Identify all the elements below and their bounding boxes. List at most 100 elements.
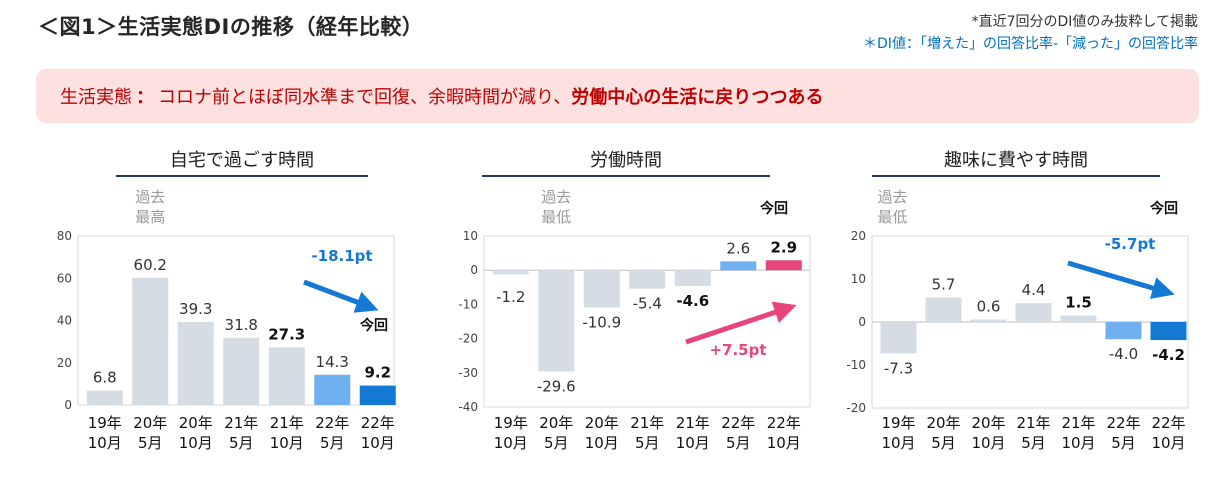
y-tick-label: -20 (846, 401, 866, 415)
note-excerpt: *直近7回分のDI値のみ抜粋して掲載 (971, 14, 1198, 30)
category-label: 21年 (630, 414, 664, 432)
trend-label: +7.5pt (709, 341, 766, 359)
record-annotation: 過去 (135, 188, 165, 206)
value-label: 27.3 (268, 325, 305, 343)
chart-title-rule (482, 175, 770, 177)
bar (583, 270, 620, 308)
bar (132, 277, 169, 405)
y-tick-label: 40 (57, 314, 72, 328)
y-tick-label: -20 (458, 332, 478, 346)
value-label: 31.8 (225, 316, 258, 334)
category-label: 10月 (494, 434, 528, 452)
bar (880, 322, 917, 354)
banner-emphasis: 労働中心の生活に戻りつつある (571, 87, 824, 108)
figure-title: ＜図1＞生活実態DIの推移（経年比較） (38, 15, 424, 39)
category-label: 5月 (229, 434, 254, 452)
summary-banner: 生活実態 ： コロナ前とほぼ同水準まで回復、余暇時間が減り、 労働中心の生活に戻… (36, 69, 1199, 123)
bar (765, 260, 802, 271)
value-label: 4.4 (1022, 281, 1046, 299)
bar (177, 321, 214, 405)
category-label: 22年 (767, 414, 801, 432)
category-label: 5月 (931, 434, 956, 452)
category-label: 10月 (361, 434, 395, 452)
note-di-definition: ＊DI値：「増えた」の回答比率-「減った」の回答比率 (863, 36, 1198, 52)
category-label: 5月 (1021, 434, 1046, 452)
category-label: 19年 (88, 414, 122, 432)
value-label: -7.3 (884, 359, 913, 377)
bar (223, 337, 260, 405)
bar (1150, 322, 1187, 341)
category-label: 21年 (224, 414, 258, 432)
value-label: -4.6 (676, 292, 709, 310)
banner-lead: 生活実態 (60, 87, 132, 108)
value-label: 9.2 (364, 364, 391, 382)
y-tick-label: 80 (57, 229, 72, 243)
bar (1015, 303, 1052, 322)
bar (1060, 315, 1097, 322)
category-label: 20年 (133, 414, 167, 432)
value-label: 5.7 (932, 275, 956, 293)
value-label: 2.9 (770, 238, 797, 256)
current-label: 今回 (359, 317, 388, 334)
category-label: 10月 (585, 434, 619, 452)
category-label: 10月 (179, 434, 213, 452)
value-label: 2.6 (726, 239, 750, 257)
category-label: 10月 (971, 434, 1005, 452)
record-annotation: 最低 (877, 208, 907, 226)
y-tick-label: 0 (470, 263, 478, 277)
category-label: 22年 (315, 414, 349, 432)
bar-chart-home-time: 0 20 40 60 80 6.8 19年 10月 60.2 20年 5月 39.3 20年 10月 31.… (57, 188, 396, 452)
trend-arrow (685, 301, 797, 345)
bar-chart-work-time: 10 0 -10 -20 -30 -40 -1.2 19年 10月 -29.6 20年 5月 -10.9… (458, 188, 811, 452)
y-tick-label: -30 (458, 366, 478, 380)
y-tick-label: 0 (858, 315, 866, 329)
value-label: 1.5 (1065, 294, 1092, 312)
category-label: 21年 (1061, 414, 1095, 432)
record-annotation: 最低 (541, 208, 571, 226)
chart-panel-work-time: 労働時間 10 0 -10 -20 -30 -40 -1.2 19年 10月 -29.6 20年 5月… (438, 140, 811, 470)
category-label: 10月 (767, 434, 801, 452)
banner-text: コロナ前とほぼ同水準まで回復、余暇時間が減り、 (158, 87, 572, 108)
category-label: 10月 (270, 434, 304, 452)
category-label: 20年 (179, 414, 213, 432)
value-label: -1.2 (496, 288, 525, 306)
bar (268, 347, 305, 405)
chart-panel-home-time: 自宅で過ごす時間 0 20 40 60 80 6.8 19年 10月 60.2 20年 5月 39.3… (36, 140, 396, 470)
bar (314, 374, 351, 405)
y-tick-label: 20 (851, 229, 866, 243)
bar (359, 385, 396, 405)
y-tick-label: -10 (458, 297, 478, 311)
bar-chart-hobby-time: 20 10 0 -10 -20 -7.3 19年 10月 5.7 20年 5月 0.6 20年 10月 4.… (846, 188, 1189, 452)
category-label: 5月 (320, 434, 345, 452)
category-label: 19年 (494, 414, 528, 432)
value-label: 14.3 (316, 353, 349, 371)
y-tick-label: 0 (64, 398, 72, 412)
trend-arrow (1067, 260, 1175, 299)
y-tick-label: 10 (463, 229, 478, 243)
bar (720, 261, 757, 271)
chart-title-rule (872, 175, 1160, 177)
category-label: 19年 (881, 414, 915, 432)
value-label: -5.4 (633, 295, 662, 313)
category-label: 21年 (676, 414, 710, 432)
chart-title: 労働時間 (590, 150, 662, 171)
category-label: 10月 (676, 434, 710, 452)
current-label: 今回 (759, 200, 788, 217)
category-label: 5月 (544, 434, 569, 452)
bar (538, 270, 575, 372)
category-label: 5月 (726, 434, 751, 452)
trend-label: -5.7pt (1105, 235, 1156, 253)
y-tick-label: -40 (458, 400, 478, 414)
category-label: 5月 (138, 434, 163, 452)
category-label: 10月 (881, 434, 915, 452)
category-label: 20年 (926, 414, 960, 432)
value-label: 0.6 (977, 297, 1001, 315)
category-label: 22年 (1151, 414, 1185, 432)
chart-title: 趣味に費やす時間 (944, 150, 1088, 171)
bar (492, 270, 529, 275)
value-label: -29.6 (537, 377, 576, 395)
category-label: 5月 (1111, 434, 1136, 452)
category-label: 22年 (1106, 414, 1140, 432)
value-label: 60.2 (134, 256, 167, 274)
plot-area (483, 235, 811, 408)
